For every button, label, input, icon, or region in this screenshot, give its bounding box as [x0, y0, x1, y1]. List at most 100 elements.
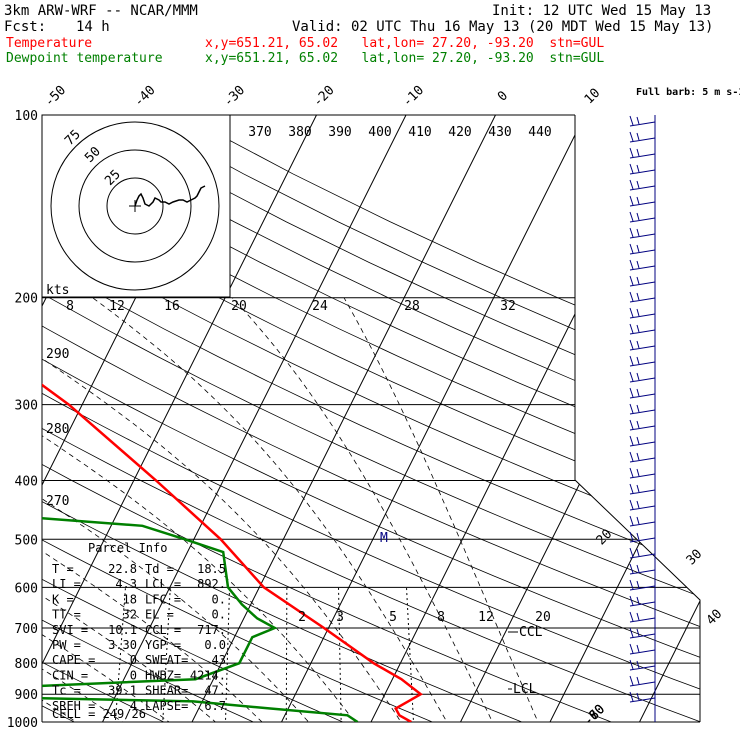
wind-barb-flag: [636, 148, 640, 157]
parcel-key: Tc =: [52, 684, 81, 698]
parcel-key: LCL =: [145, 577, 181, 591]
parcel-key: SREH =: [52, 699, 95, 713]
wind-barb-flag: [636, 164, 640, 173]
wind-barb-flag: [629, 211, 634, 222]
parcel-value: 0.: [212, 592, 226, 606]
wind-barb-flag: [629, 115, 634, 126]
parcel-value: 4: [130, 699, 137, 713]
wind-barb-flag: [629, 355, 634, 366]
dry-adiabat-line: [42, 115, 192, 722]
dry-adiabat-line: [42, 115, 700, 722]
moist-adiabat-line: [42, 297, 365, 722]
wind-barb-flag: [629, 227, 634, 238]
wind-barb: [629, 457, 656, 463]
isotherm-line: [453, 115, 700, 722]
parcel-value: 892.: [197, 577, 226, 591]
parcel-key: Td =: [145, 562, 174, 576]
wind-barb: [629, 633, 656, 639]
isotherm-label: -30: [221, 83, 248, 110]
wind-barb: [629, 345, 656, 351]
wind-barb-flag: [629, 515, 634, 526]
legend-temperature-location: x,y=651.21, 65.02 lat,lon= 27.20, -93.20…: [205, 36, 605, 51]
parcel-key: TT =: [52, 608, 81, 622]
hodograph-ring: [50, 121, 220, 291]
parcel-key: EL =: [145, 608, 174, 622]
dry-adiabat-line: [42, 115, 700, 722]
wind-barb: [629, 601, 656, 607]
wind-barb: [629, 505, 656, 511]
hodograph-axis-tick: 16: [164, 299, 180, 314]
dry-adiabat-line: [42, 115, 646, 722]
wind-barb: [629, 137, 656, 143]
wind-barb-flag: [629, 131, 634, 142]
wind-barb: [629, 169, 656, 175]
parcel-key: HWBZ=: [145, 668, 181, 682]
wind-barb-flag: [636, 644, 640, 653]
parcel-key: K =: [52, 592, 74, 606]
theta-label: 370: [248, 125, 271, 140]
isotherm-label: 10: [582, 86, 604, 108]
wind-barb-flag: [629, 387, 634, 398]
wind-barb-flag: [629, 611, 634, 622]
parcel-value: 717.: [197, 623, 226, 637]
wind-barb-flag: [636, 388, 640, 397]
wind-barb: [629, 201, 656, 207]
parcel-value: 18: [123, 592, 137, 606]
moist-adiabat-line: [42, 297, 142, 722]
mixing-ratio-label: 2: [298, 610, 306, 625]
wind-barb-flag: [636, 452, 640, 461]
parcel-key: CIN =: [52, 668, 88, 682]
theta-e-label: 280: [46, 422, 69, 437]
parcel-value: 0.0: [204, 638, 226, 652]
parcel-key: LAPSE=: [145, 699, 188, 713]
wind-barb-flag: [636, 372, 640, 381]
wind-barb-flag: [629, 691, 634, 702]
wind-barb: [629, 617, 656, 623]
wind-barb-flag: [629, 163, 634, 174]
wind-barb-flag: [629, 147, 634, 158]
wind-barb-flag: [636, 308, 640, 317]
wind-barb: [629, 217, 656, 223]
moist-adiabat-line: [231, 297, 500, 722]
parcel-key: YGP =: [145, 638, 181, 652]
barb-legend: Full barb: 5 m s-1: [636, 87, 740, 98]
wind-barb: [629, 521, 656, 527]
wind-barb: [629, 265, 656, 271]
model-title: 3km ARW-WRF -- NCAR/MMM: [4, 3, 198, 19]
wind-barb-flag: [636, 404, 640, 413]
lcl-marker: LCL: [513, 682, 537, 697]
mixing-ratio-label: 3: [336, 610, 344, 625]
wind-barb-flag: [636, 484, 640, 493]
wind-barb-flag: [629, 531, 634, 542]
wind-barb-flag: [636, 500, 640, 509]
dry-adiabat-line: [42, 115, 700, 722]
wind-barb-flag: [629, 243, 634, 254]
wind-barb-flag: [629, 307, 634, 318]
legend-dewpoint-location: x,y=651.21, 65.02 lat,lon= 27.20, -93.20…: [205, 51, 605, 66]
wind-barb-flag: [636, 228, 640, 237]
isotherm-label: -20: [310, 83, 337, 110]
theta-label: 440: [528, 125, 551, 140]
wind-barb-flag: [636, 436, 640, 445]
wind-barb-flag: [629, 435, 634, 446]
wind-barb-flag: [629, 595, 634, 606]
isotherm-label: -10: [400, 83, 427, 110]
pressure-label: 500: [15, 533, 38, 548]
wind-barb-flag: [629, 675, 634, 686]
valid-time: Valid: 02 UTC Thu 16 May 13 (20 MDT Wed …: [292, 19, 714, 35]
dry-adiabat-line: [42, 115, 700, 722]
wind-barb-flag: [636, 596, 640, 605]
wind-barb: [629, 473, 656, 479]
dry-adiabat-line: [42, 115, 700, 722]
wind-barb-flag: [636, 180, 640, 189]
hodograph-axis-tick: 24: [312, 299, 328, 314]
hodograph-axis-tick: 20: [231, 299, 247, 314]
wind-barb-flag: [629, 275, 634, 286]
parcel-value: 6.7: [204, 699, 226, 713]
parcel-value: 0: [130, 653, 137, 667]
pressure-label: 700: [15, 622, 38, 637]
wind-barb: [629, 281, 656, 287]
wind-barb-flag: [636, 292, 640, 301]
hodograph-ring: [78, 149, 192, 263]
